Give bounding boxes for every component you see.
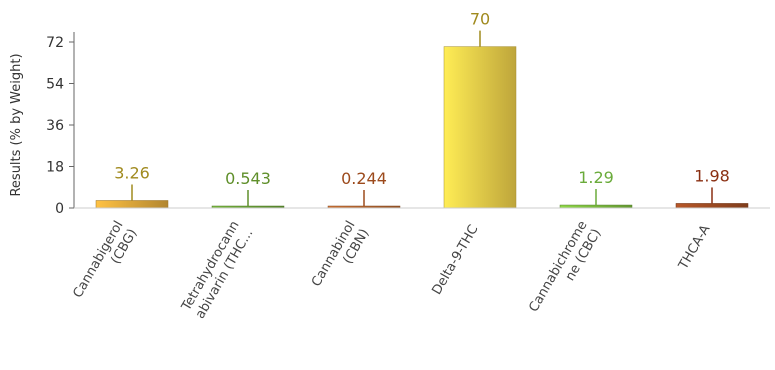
data-label: 0.543 — [225, 169, 271, 188]
data-label: 1.98 — [694, 166, 730, 185]
y-tick-label: 36 — [46, 118, 64, 134]
bar-group[interactable]: 0.244 — [327, 169, 401, 209]
x-tick-label: Delta-9-THC — [430, 223, 482, 298]
x-tick-label: Tetrahydrocannabivarin (THC... — [179, 219, 257, 323]
y-axis-title: Results (% by Weight) — [9, 53, 24, 196]
y-tick-label: 0 — [55, 201, 64, 217]
x-tick-label: Cannabichromene (CBC) — [526, 219, 604, 323]
bars: 3.26 0.543 0.244 70 1.29 1.98 — [95, 10, 749, 209]
data-label: 3.26 — [114, 163, 150, 182]
bar-group[interactable]: 1.29 — [559, 168, 633, 209]
bar-group[interactable]: 0.543 — [211, 169, 285, 209]
bar[interactable] — [675, 203, 749, 209]
x-axis: Cannabigerol(CBG) Tetrahydrocannabivarin … — [70, 207, 770, 323]
data-label: 1.29 — [578, 168, 614, 187]
bar[interactable] — [95, 200, 169, 209]
x-tick-label-line: THCA-A — [676, 222, 714, 273]
x-tick-label: Cannabigerol(CBG) — [70, 219, 140, 309]
x-tick-label: THCA-A — [676, 222, 714, 273]
bar[interactable] — [443, 46, 517, 209]
x-tick-label-line: Delta-9-THC — [430, 223, 482, 298]
x-tick-label: Cannabinol(CBN) — [309, 219, 372, 298]
y-axis: 0 18 36 54 72 — [46, 32, 75, 217]
y-tick-label: 54 — [46, 77, 64, 93]
y-tick-label: 72 — [46, 35, 64, 51]
data-label: 70 — [470, 10, 490, 29]
bar-group[interactable]: 70 — [443, 10, 517, 209]
bar-group[interactable]: 3.26 — [95, 163, 169, 209]
y-tick-label: 18 — [46, 160, 64, 176]
bar-group[interactable]: 1.98 — [675, 166, 749, 209]
data-label: 0.244 — [341, 169, 387, 188]
